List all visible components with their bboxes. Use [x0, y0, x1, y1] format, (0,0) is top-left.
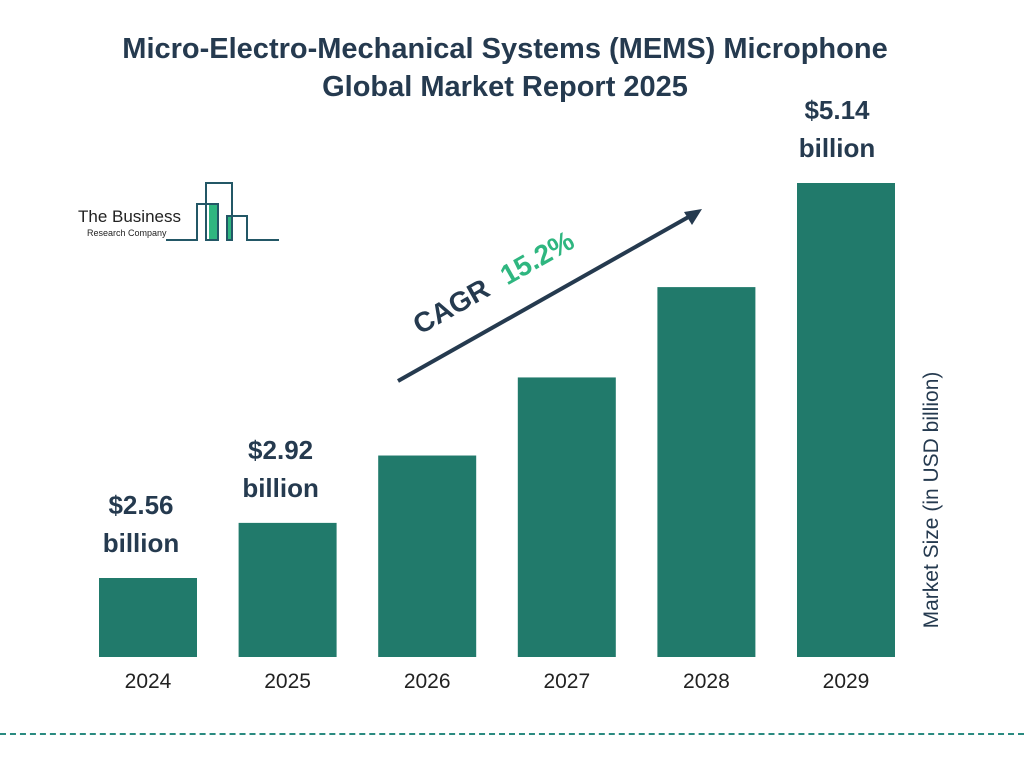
title-line-2: Global Market Report 2025 [322, 71, 688, 103]
cagr-label: CAGR [408, 273, 495, 341]
bar-2029 [797, 183, 895, 657]
y-axis-label: Market Size (in USD billion) [920, 371, 943, 629]
x-tick-label: 2024 [125, 670, 172, 693]
bar-2028 [657, 287, 756, 657]
svg-text:CAGR 15.2%: CAGR 15.2% [408, 225, 580, 340]
logo-bar-1 [209, 204, 218, 240]
cagr-arrow-head-icon [684, 209, 702, 225]
bar-2025 [238, 522, 337, 657]
cagr-value: 15.2% [495, 225, 579, 291]
data-label-unit: billion [103, 528, 180, 558]
x-tick-label: 2029 [823, 670, 870, 693]
logo-text-line1: The Business [78, 207, 181, 226]
x-tick-label: 2026 [404, 670, 451, 693]
bar-2027 [517, 377, 616, 657]
data-label-unit: billion [242, 473, 319, 503]
chart-title: Micro-Electro-Mechanical Systems (MEMS) … [0, 30, 1010, 106]
data-label-unit: billion [799, 133, 876, 163]
logo-bar-2 [227, 216, 232, 240]
data-label-value: $5.14 [804, 95, 870, 125]
title-line-1: Micro-Electro-Mechanical Systems (MEMS) … [122, 33, 888, 65]
logo-outline [166, 182, 279, 241]
cagr-arrow-line [397, 213, 693, 383]
data-label-value: $2.56 [108, 490, 173, 520]
x-tick-label: 2027 [543, 670, 590, 693]
logo-text-line2: Research Company [87, 228, 167, 238]
bar-2026 [378, 455, 477, 657]
data-label-value: $2.92 [248, 435, 313, 465]
footer-divider [0, 733, 1024, 735]
bar-2024 [99, 578, 197, 657]
x-tick-label: 2028 [683, 670, 730, 693]
x-tick-label: 2025 [264, 670, 311, 693]
company-logo: The Business Research Company [78, 182, 279, 241]
cagr-annotation: CAGR 15.2% [397, 209, 702, 383]
